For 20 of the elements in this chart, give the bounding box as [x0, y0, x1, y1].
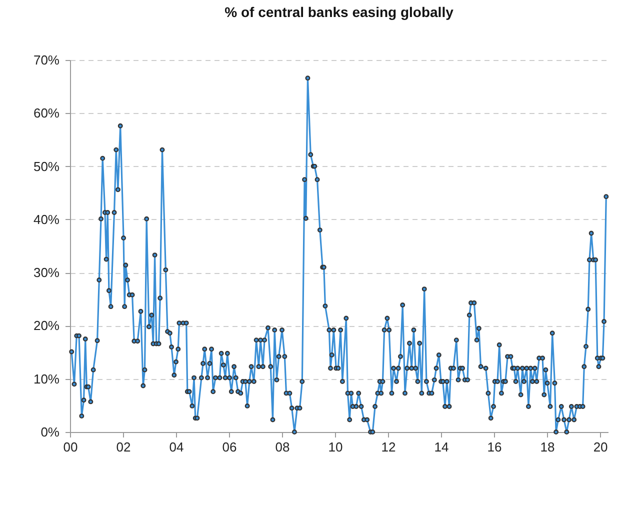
x-tick-label: 02 — [116, 440, 131, 454]
x-tick-label: 04 — [169, 440, 184, 454]
x-tick-label: 00 — [63, 440, 78, 454]
y-tick-label: 70% — [33, 52, 60, 68]
x-tick-label: 16 — [487, 440, 502, 454]
y-tick-label: 40% — [33, 212, 60, 227]
y-tick-label: 60% — [33, 106, 60, 121]
x-tick-label: 12 — [381, 440, 396, 454]
y-tick-label: 10% — [33, 371, 60, 386]
chart-title: % of central banks easing globally — [224, 4, 454, 20]
x-tick-label: 14 — [434, 440, 449, 454]
x-tick-label: 08 — [275, 440, 290, 454]
y-tick-label: 50% — [33, 158, 60, 174]
y-tick-label: 30% — [33, 265, 60, 280]
x-tick-label: 18 — [540, 440, 555, 454]
y-tick-label: 0% — [40, 424, 60, 440]
x-tick-label: 20 — [593, 440, 608, 454]
x-tick-label: 10 — [328, 440, 343, 454]
x-tick-label: 06 — [222, 440, 237, 454]
y-tick-label: 20% — [33, 318, 60, 334]
